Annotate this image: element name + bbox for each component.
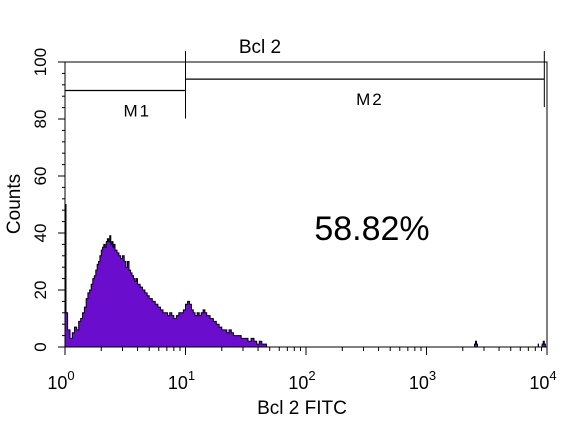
percent-annotation: 58.82% <box>314 210 429 248</box>
x-tick-label: 102 <box>288 368 315 393</box>
x-tick-label: 104 <box>529 368 556 393</box>
y-tick-label: 0 <box>31 342 50 351</box>
marker-bars: M1 M2 <box>64 51 545 121</box>
y-tick-label: 40 <box>31 224 50 243</box>
x-tick-label: 101 <box>168 368 195 393</box>
marker-label: M2 <box>356 90 384 109</box>
x-tick-label: 103 <box>409 368 436 393</box>
histogram-group <box>64 204 546 348</box>
x-axis-label: Bcl 2 FITC <box>257 398 347 419</box>
marker-label: M1 <box>123 102 151 121</box>
x-axis: 100 101 102 103 104 <box>47 347 557 393</box>
y-tick-label: 100 <box>31 48 50 76</box>
y-tick-label: 80 <box>31 110 50 129</box>
chart-title: Bcl 2 <box>239 37 281 58</box>
y-tick-label: 20 <box>31 281 50 300</box>
marker-m2: M2 <box>185 51 545 109</box>
marker-m1: M1 <box>64 62 186 121</box>
histogram-area <box>64 204 546 348</box>
y-axis: 0 20 40 60 80 100 <box>31 48 65 352</box>
x-tick-label: 100 <box>47 368 74 393</box>
y-tick-label: 60 <box>31 167 50 186</box>
y-axis-label: Counts <box>4 174 25 234</box>
